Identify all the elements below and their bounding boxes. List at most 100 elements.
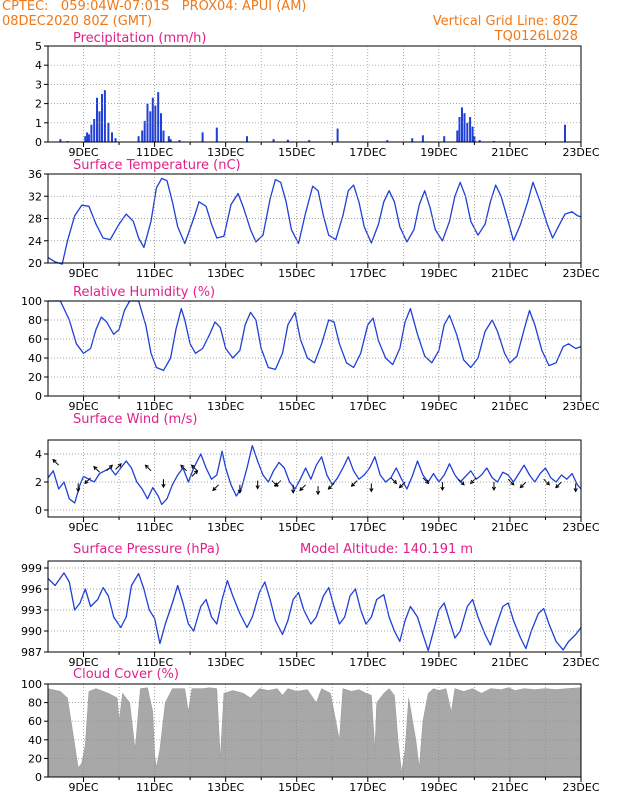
precip-bar <box>93 119 96 142</box>
y-tick-label: 1 <box>35 117 42 130</box>
y-tick-label: 0 <box>35 504 42 517</box>
x-tick-label: 15DEC <box>278 521 315 534</box>
precip-bar <box>178 140 181 142</box>
x-tick-label: 9DEC <box>68 267 98 280</box>
wind-arrow-shaft <box>555 481 562 488</box>
y-tick-label: 80 <box>28 697 42 710</box>
x-tick-label: 17DEC <box>349 781 386 794</box>
wind-arrow-head <box>291 489 296 494</box>
precip-bar <box>564 124 566 142</box>
wind-arrow <box>180 464 187 472</box>
y-tick-label: 4 <box>35 448 42 461</box>
y-tick-label: 20 <box>28 257 42 270</box>
x-tick-label: 17DEC <box>349 146 386 159</box>
x-tick-label: 23DEC <box>562 146 599 159</box>
wind-arrow-shaft <box>212 484 219 491</box>
panel-title: Precipitation (mm/h) <box>73 31 206 46</box>
y-tick-label: 2 <box>35 98 42 111</box>
wind-arrow-head <box>491 486 497 492</box>
x-tick-label: 23DEC <box>562 781 599 794</box>
panel-5 <box>44 683 582 782</box>
y-tick-label: 80 <box>28 314 42 327</box>
x-tick-label: 21DEC <box>491 656 528 669</box>
precip-bar <box>87 134 90 142</box>
panel-title: Relative Humidity (%) <box>73 285 215 300</box>
x-tick-label: 17DEC <box>349 521 386 534</box>
wind-arrow <box>93 465 100 473</box>
precip-bar <box>272 139 275 142</box>
precip-bar <box>160 113 162 142</box>
precip-bar <box>59 139 62 142</box>
precip-bar <box>461 107 463 142</box>
precip-bar <box>167 136 170 142</box>
wind-arrow-shaft <box>458 478 465 486</box>
wind-arrow-head <box>573 488 578 493</box>
wind-arrow-head <box>108 464 113 469</box>
precip-bar <box>141 130 144 142</box>
x-tick-label: 13DEC <box>207 781 244 794</box>
wind-arrow-shaft <box>328 483 335 490</box>
y-tick-label: 996 <box>21 583 42 596</box>
y-tick-label: 40 <box>28 734 42 747</box>
x-tick-label: 11DEC <box>136 521 173 534</box>
x-tick-label: 19DEC <box>420 656 457 669</box>
series-line <box>47 572 582 652</box>
wind-arrow-head <box>180 464 185 469</box>
plot-area <box>48 440 581 517</box>
x-tick-label: 15DEC <box>278 656 315 669</box>
wind-arrow-head <box>424 479 430 485</box>
wind-arrow <box>237 484 242 494</box>
precip-bar <box>386 140 389 142</box>
wind-arrow <box>106 464 113 472</box>
precip-bar <box>103 90 106 142</box>
plot-frame <box>47 45 582 143</box>
wind-arrow-shaft <box>191 464 198 472</box>
y-tick-label: 36 <box>28 168 42 181</box>
x-tick-label: 23DEC <box>562 400 599 413</box>
wind-arrow <box>190 464 198 472</box>
wind-arrow-head <box>510 481 515 486</box>
wind-arrow-head <box>212 486 217 492</box>
wind-arrow <box>274 480 282 487</box>
wind-arrow <box>519 481 527 489</box>
wind-arrow <box>76 483 81 493</box>
panel-title: Cloud Cover (%) <box>73 667 179 682</box>
x-tick-label: 15DEC <box>278 267 315 280</box>
panel-subtitle: Model Altitude: 140.191 m <box>300 542 473 557</box>
wind-arrow-head <box>555 484 560 489</box>
precip-bar <box>101 94 103 142</box>
wind-arrow-head <box>237 489 242 494</box>
x-tick-label: 13DEC <box>207 521 244 534</box>
precip-bar <box>466 122 469 142</box>
plot-frame <box>47 560 582 653</box>
panel-3 <box>44 439 582 522</box>
x-tick-label: 11DEC <box>136 400 173 413</box>
precip-bar <box>162 130 165 142</box>
plot-frame <box>47 683 582 778</box>
wind-arrow-shaft <box>470 477 477 484</box>
wind-arrow-shaft <box>115 463 122 470</box>
y-tick-label: 60 <box>28 333 42 346</box>
wind-arrow-head <box>545 481 551 486</box>
wind-arrow-head <box>255 485 260 490</box>
wind-arrow <box>440 482 445 492</box>
precip-bar <box>286 139 289 142</box>
precip-bar <box>111 132 113 142</box>
x-tick-label: 21DEC <box>491 267 528 280</box>
wind-arrow-head <box>161 483 166 489</box>
y-tick-label: 20 <box>28 752 42 765</box>
panel-title: Surface Wind (m/s) <box>73 412 197 427</box>
y-tick-label: 4 <box>35 59 42 72</box>
precip-bar <box>463 113 466 142</box>
x-tick-label: 9DEC <box>68 781 98 794</box>
precip-bar <box>201 132 204 142</box>
wind-arrow <box>398 481 406 489</box>
precip-bar <box>421 135 424 142</box>
wind-arrow <box>350 480 358 487</box>
wind-arrow-head <box>315 490 321 496</box>
wind-arrow-head <box>469 479 475 485</box>
wind-arrow <box>491 482 497 492</box>
precip-bar <box>458 117 461 142</box>
precip-bar <box>96 97 98 142</box>
